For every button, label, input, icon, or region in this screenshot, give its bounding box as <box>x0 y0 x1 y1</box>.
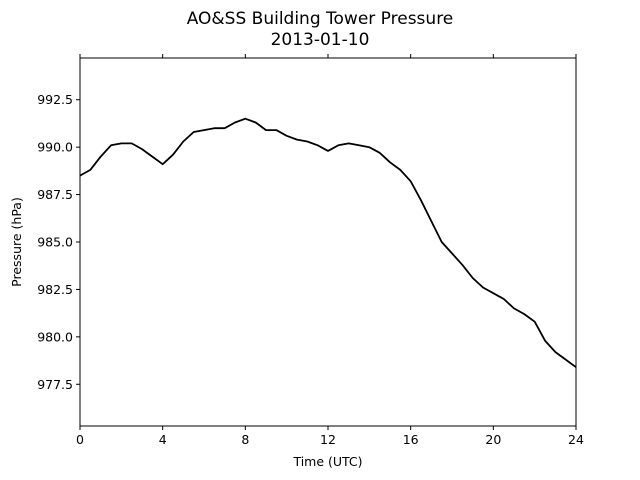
y-axis-label: Pressure (hPa) <box>9 197 24 287</box>
y-tick-label: 982.5 <box>37 282 73 297</box>
x-tick-label: 0 <box>76 432 84 447</box>
chart-subtitle: 2013-01-10 <box>271 30 370 50</box>
x-tick-label: 4 <box>159 432 167 447</box>
y-tick-label: 990.0 <box>37 140 73 155</box>
x-axis-label: Time (UTC) <box>292 454 362 469</box>
axis-ticks: 0 4 8 12 16 20 24 977.5 980.0 982.5 985.0 987.5 990.… <box>37 54 584 447</box>
x-tick-label: 8 <box>241 432 249 447</box>
chart-title: AO&SS Building Tower Pressure <box>187 9 454 29</box>
y-tick-label: 992.5 <box>37 92 73 107</box>
x-tick-label: 20 <box>485 432 501 447</box>
y-tick-label: 987.5 <box>37 187 73 202</box>
x-tick-label: 12 <box>320 432 336 447</box>
x-tick-label: 24 <box>568 432 584 447</box>
series-line <box>79 117 577 368</box>
y-tick-label: 977.5 <box>37 377 73 392</box>
x-tick-label: 16 <box>403 432 419 447</box>
y-tick-label: 980.0 <box>37 329 73 344</box>
plot-frame <box>79 57 577 427</box>
y-tick-label: 985.0 <box>37 235 73 250</box>
